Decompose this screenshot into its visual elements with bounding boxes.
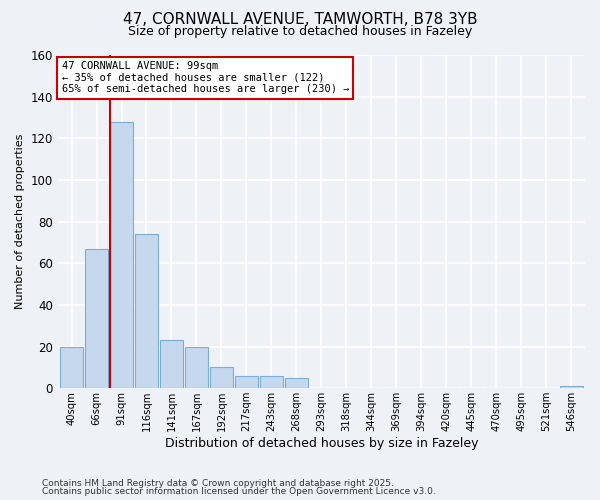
Bar	[285, 378, 308, 388]
Bar	[210, 368, 233, 388]
Text: Contains HM Land Registry data © Crown copyright and database right 2025.: Contains HM Land Registry data © Crown c…	[42, 478, 394, 488]
Bar	[260, 376, 283, 388]
Text: 47 CORNWALL AVENUE: 99sqm
← 35% of detached houses are smaller (122)
65% of semi: 47 CORNWALL AVENUE: 99sqm ← 35% of detac…	[62, 61, 349, 94]
Bar	[560, 386, 583, 388]
Text: Contains public sector information licensed under the Open Government Licence v3: Contains public sector information licen…	[42, 487, 436, 496]
Bar	[235, 376, 257, 388]
Text: 47, CORNWALL AVENUE, TAMWORTH, B78 3YB: 47, CORNWALL AVENUE, TAMWORTH, B78 3YB	[122, 12, 478, 28]
Y-axis label: Number of detached properties: Number of detached properties	[15, 134, 25, 310]
Bar	[185, 346, 208, 389]
Text: Size of property relative to detached houses in Fazeley: Size of property relative to detached ho…	[128, 25, 472, 38]
Bar	[110, 122, 133, 388]
Bar	[160, 340, 183, 388]
Bar	[135, 234, 158, 388]
X-axis label: Distribution of detached houses by size in Fazeley: Distribution of detached houses by size …	[164, 437, 478, 450]
Bar	[60, 346, 83, 389]
Bar	[85, 248, 108, 388]
